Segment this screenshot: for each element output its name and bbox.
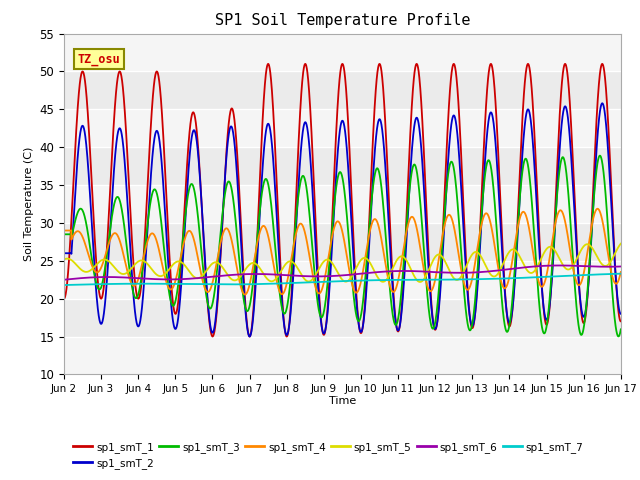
sp1_smT_4 (241, 292, 249, 298)
sp1_smT_2 (546, 299, 554, 304)
Bar (64, 109, 621, 147)
sp1_smT_4 (546, 252, 554, 258)
sp1_smT_7 (606, 271, 614, 277)
sp1_smT_3 (298, 175, 305, 180)
sp1_smT_7 (274, 281, 282, 287)
sp1_smT_4 (298, 221, 306, 227)
Line: sp1_smT_2: sp1_smT_2 (64, 103, 621, 336)
sp1_smT_1 (598, 61, 606, 67)
sp1_smT_2 (246, 334, 253, 339)
sp1_smT_6 (124, 275, 131, 280)
sp1_smT_7 (124, 281, 131, 287)
Line: sp1_smT_3: sp1_smT_3 (64, 156, 621, 336)
sp1_smT_2 (124, 200, 131, 206)
sp1_smT_5 (157, 273, 164, 279)
Line: sp1_smT_4: sp1_smT_4 (64, 209, 621, 295)
Line: sp1_smT_6: sp1_smT_6 (64, 265, 621, 280)
sp1_smT_2 (157, 147, 164, 153)
sp1_smT_6 (546, 263, 554, 268)
sp1_smT_4 (617, 269, 625, 275)
sp1_smT_1 (60, 296, 68, 301)
sp1_smT_3 (124, 251, 131, 256)
sp1_smT_6 (556, 263, 563, 268)
Text: TZ_osu: TZ_osu (78, 53, 121, 66)
sp1_smT_6 (157, 276, 164, 282)
sp1_smT_6 (298, 273, 305, 279)
sp1_smT_5 (606, 260, 614, 265)
Legend: sp1_smT_1, sp1_smT_2, sp1_smT_3, sp1_smT_4, sp1_smT_5, sp1_smT_6, sp1_smT_7: sp1_smT_1, sp1_smT_2, sp1_smT_3, sp1_smT… (69, 438, 588, 473)
sp1_smT_5 (298, 272, 305, 278)
sp1_smT_5 (124, 269, 131, 275)
sp1_smT_6 (274, 272, 282, 277)
sp1_smT_1 (298, 84, 306, 89)
sp1_smT_3 (60, 231, 68, 237)
sp1_smT_2 (598, 100, 606, 106)
sp1_smT_5 (60, 257, 68, 263)
sp1_smT_4 (124, 269, 131, 275)
Title: SP1 Soil Temperature Profile: SP1 Soil Temperature Profile (214, 13, 470, 28)
sp1_smT_5 (546, 244, 554, 250)
sp1_smT_4 (157, 254, 164, 260)
sp1_smT_2 (274, 231, 282, 237)
sp1_smT_1 (209, 334, 216, 339)
sp1_smT_4 (274, 283, 282, 288)
sp1_smT_3 (157, 213, 164, 219)
sp1_smT_2 (60, 251, 68, 256)
Line: sp1_smT_5: sp1_smT_5 (64, 244, 621, 282)
sp1_smT_3 (614, 334, 622, 339)
sp1_smT_2 (617, 311, 625, 317)
sp1_smT_6 (60, 277, 68, 283)
Bar (64, 185, 621, 223)
sp1_smT_5 (416, 279, 424, 285)
sp1_smT_2 (606, 182, 614, 188)
sp1_smT_1 (157, 92, 164, 97)
Y-axis label: Soil Temperature (C): Soil Temperature (C) (24, 147, 34, 261)
sp1_smT_6 (606, 264, 614, 270)
sp1_smT_5 (274, 274, 282, 280)
sp1_smT_1 (606, 162, 614, 168)
sp1_smT_4 (60, 228, 68, 233)
sp1_smT_1 (546, 300, 554, 305)
sp1_smT_4 (594, 206, 602, 212)
X-axis label: Time: Time (329, 396, 356, 406)
sp1_smT_2 (298, 137, 306, 143)
sp1_smT_3 (617, 326, 625, 332)
Bar (64, 34, 621, 72)
sp1_smT_4 (606, 264, 614, 270)
sp1_smT_3 (274, 270, 282, 276)
sp1_smT_6 (617, 264, 625, 269)
sp1_smT_1 (274, 203, 282, 209)
sp1_smT_3 (596, 153, 604, 158)
sp1_smT_1 (124, 155, 131, 160)
sp1_smT_7 (546, 274, 554, 279)
sp1_smT_1 (617, 319, 625, 324)
Bar (64, 261, 621, 299)
sp1_smT_7 (60, 282, 68, 288)
sp1_smT_7 (298, 280, 305, 286)
sp1_smT_3 (606, 256, 614, 262)
sp1_smT_5 (617, 241, 625, 247)
sp1_smT_3 (546, 293, 554, 299)
sp1_smT_7 (157, 281, 164, 287)
Line: sp1_smT_7: sp1_smT_7 (64, 274, 621, 285)
Bar (64, 336, 621, 374)
sp1_smT_7 (617, 271, 625, 276)
Line: sp1_smT_1: sp1_smT_1 (64, 64, 621, 336)
